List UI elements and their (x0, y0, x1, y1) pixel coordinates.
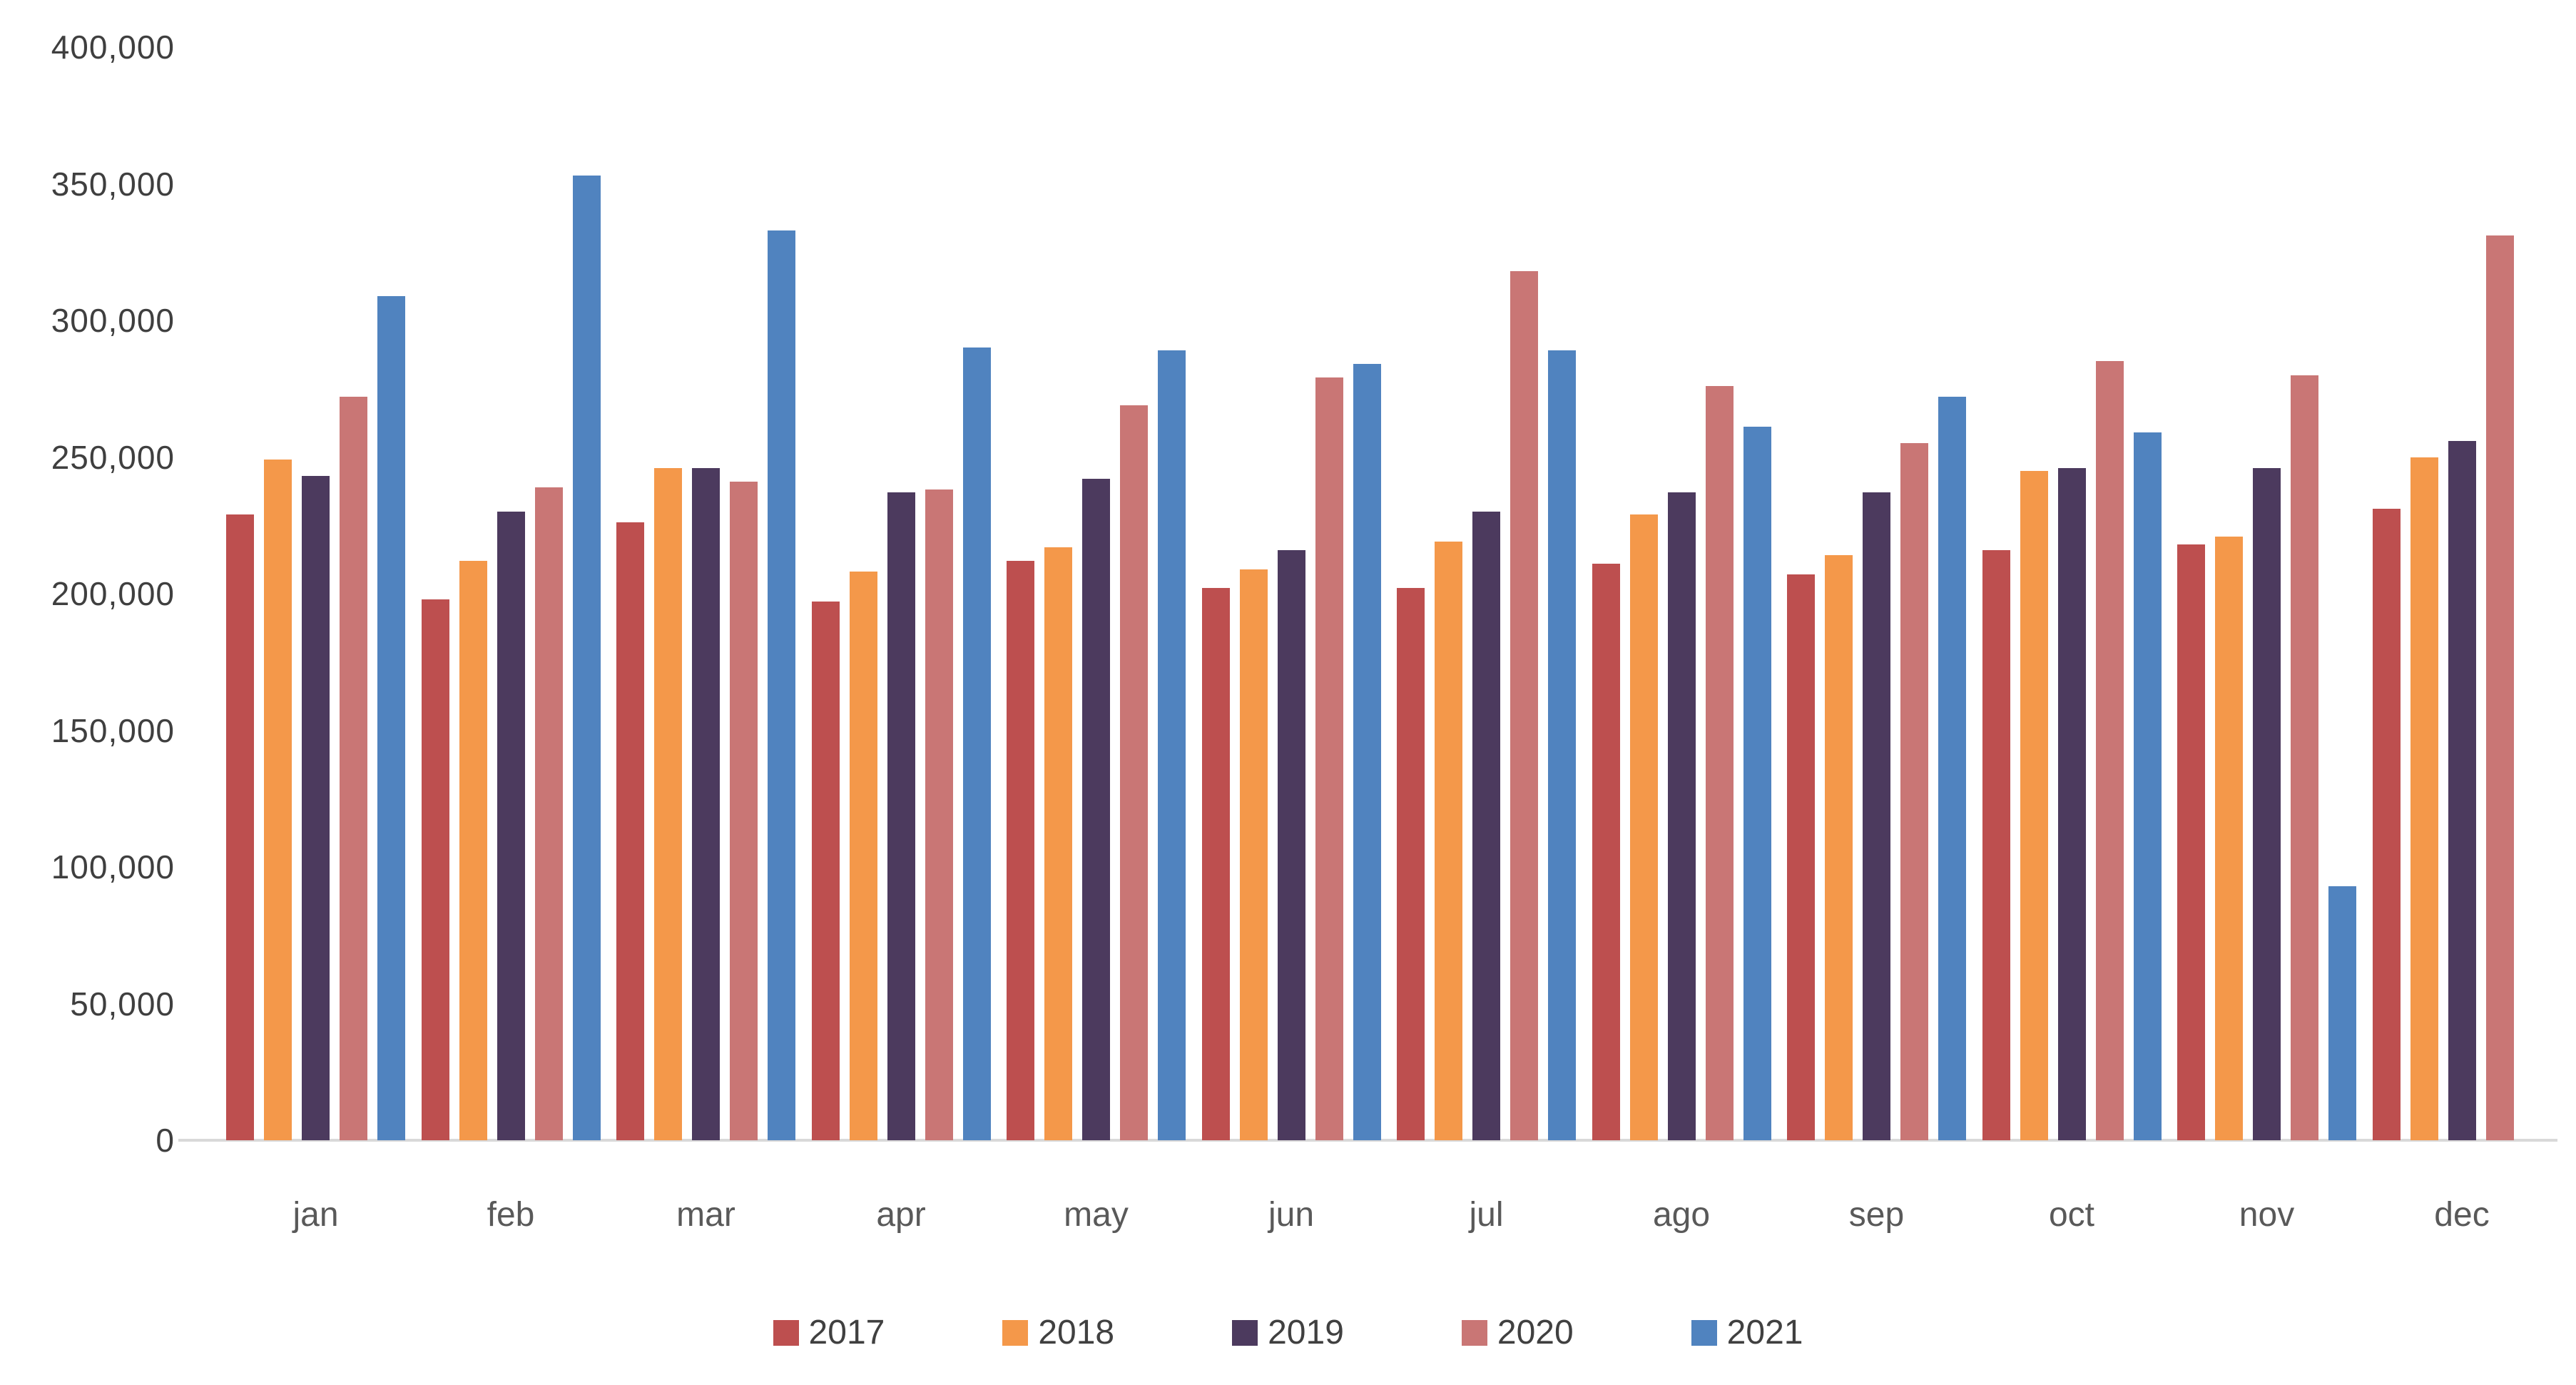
bar-jul-2017 (1397, 588, 1425, 1140)
bar-ago-2021 (1743, 427, 1771, 1140)
bar-feb-2019 (497, 512, 525, 1140)
bar-feb-2020 (534, 487, 563, 1140)
bar-jun-2019 (1277, 549, 1305, 1140)
bar-apr-2020 (925, 489, 953, 1140)
bar-jun-2017 (1201, 588, 1230, 1140)
bar-oct-2018 (2020, 470, 2048, 1140)
bar-nov-2018 (2215, 536, 2243, 1140)
month-label-apr: apr (876, 1196, 926, 1234)
bar-jan-2017 (226, 514, 254, 1140)
month-label-oct: oct (2048, 1196, 2095, 1234)
bar-jul-2018 (1435, 542, 1462, 1140)
bar-apr-2021 (962, 347, 991, 1140)
bar-ago-2018 (1629, 514, 1658, 1140)
y-axis-tick-label: 150,000 (51, 711, 175, 749)
y-axis-tick-label: 50,000 (70, 985, 175, 1023)
bar-feb-2021 (572, 176, 601, 1140)
bar-apr-2017 (811, 602, 840, 1140)
bar-may-2019 (1082, 479, 1110, 1140)
legend-item-2021: 2021 (1691, 1315, 1803, 1351)
bar-jan-2019 (302, 476, 330, 1140)
bar-feb-2017 (421, 599, 449, 1140)
bar-nov-2019 (2253, 467, 2281, 1140)
legend-label: 2021 (1726, 1314, 1803, 1351)
legend-item-2019: 2019 (1232, 1315, 1344, 1351)
legend-swatch-icon (1461, 1320, 1487, 1346)
bar-oct-2020 (2095, 361, 2124, 1140)
legend-label: 2019 (1268, 1314, 1344, 1351)
month-label-ago: ago (1652, 1196, 1711, 1234)
month-label-mar: mar (676, 1196, 735, 1234)
legend-label: 2018 (1038, 1314, 1115, 1351)
month-label-dec: dec (2434, 1196, 2490, 1234)
x-axis-line (178, 1139, 2557, 1142)
bar-nov-2017 (2177, 544, 2205, 1140)
month-label-sep: sep (1848, 1196, 1905, 1234)
bar-jun-2021 (1353, 364, 1381, 1140)
bar-dec-2017 (2372, 509, 2401, 1140)
bar-oct-2021 (2133, 432, 2162, 1140)
y-axis-tick-label: 300,000 (51, 302, 175, 339)
bar-dec-2019 (2448, 440, 2476, 1140)
bar-mar-2020 (730, 481, 758, 1140)
bar-may-2020 (1120, 405, 1148, 1140)
bar-sep-2019 (1863, 492, 1890, 1140)
bar-may-2017 (1007, 561, 1034, 1140)
legend-item-2017: 2017 (773, 1315, 885, 1351)
legend-swatch-icon (773, 1320, 799, 1346)
legend-label: 2017 (808, 1314, 885, 1351)
bar-dec-2020 (2485, 235, 2514, 1140)
bar-jul-2020 (1510, 271, 1538, 1140)
y-axis-tick-label: 400,000 (51, 29, 175, 66)
bar-ago-2017 (1592, 563, 1620, 1140)
legend-item-2018: 2018 (1002, 1315, 1114, 1351)
legend-swatch-icon (1232, 1320, 1258, 1346)
bar-jan-2020 (340, 397, 367, 1140)
y-axis-tick-label: 250,000 (51, 438, 175, 476)
bar-mar-2017 (616, 522, 644, 1140)
bar-ago-2020 (1705, 385, 1734, 1140)
month-label-may: may (1064, 1196, 1129, 1234)
legend-swatch-icon (1002, 1320, 1029, 1346)
bar-nov-2020 (2291, 375, 2318, 1140)
bar-apr-2019 (887, 492, 915, 1140)
y-axis-tick-label: 350,000 (51, 165, 175, 203)
bar-oct-2019 (2057, 467, 2086, 1140)
month-label-feb: feb (487, 1196, 535, 1234)
bar-mar-2019 (692, 467, 720, 1140)
bar-jan-2021 (377, 295, 405, 1140)
y-axis-tick-label: 100,000 (51, 848, 175, 886)
legend-item-2020: 2020 (1461, 1314, 1574, 1351)
bar-nov-2021 (2328, 886, 2356, 1140)
y-axis-tick-label: 200,000 (51, 575, 175, 612)
y-axis-tick-label: 0 (156, 1122, 175, 1159)
bar-sep-2021 (1938, 397, 1966, 1140)
bar-apr-2018 (849, 572, 877, 1140)
month-label-jul: jul (1469, 1196, 1504, 1234)
bar-mar-2018 (654, 467, 682, 1140)
bar-oct-2017 (1982, 549, 2010, 1140)
month-label-jan: jan (292, 1196, 339, 1234)
legend-label: 2020 (1497, 1314, 1574, 1351)
legend: 2017 2018 2019 2020 2021 (0, 1307, 2576, 1359)
bar-ago-2019 (1667, 492, 1696, 1140)
bar-feb-2018 (459, 561, 487, 1140)
bar-sep-2018 (1825, 555, 1853, 1140)
bar-sep-2017 (1787, 574, 1815, 1140)
month-label-nov: nov (2239, 1196, 2295, 1234)
month-label-jun: jun (1268, 1196, 1315, 1234)
bar-dec-2018 (2410, 457, 2438, 1140)
bar-jul-2021 (1548, 350, 1576, 1140)
bar-may-2018 (1044, 547, 1072, 1140)
bar-jan-2018 (264, 460, 292, 1140)
legend-swatch-icon (1691, 1320, 1717, 1346)
bar-jun-2018 (1239, 569, 1268, 1140)
bar-jun-2020 (1315, 377, 1343, 1140)
bar-jul-2019 (1472, 512, 1500, 1140)
bar-sep-2020 (1900, 443, 1928, 1140)
bar-mar-2021 (768, 230, 795, 1140)
bar-may-2021 (1158, 350, 1186, 1140)
